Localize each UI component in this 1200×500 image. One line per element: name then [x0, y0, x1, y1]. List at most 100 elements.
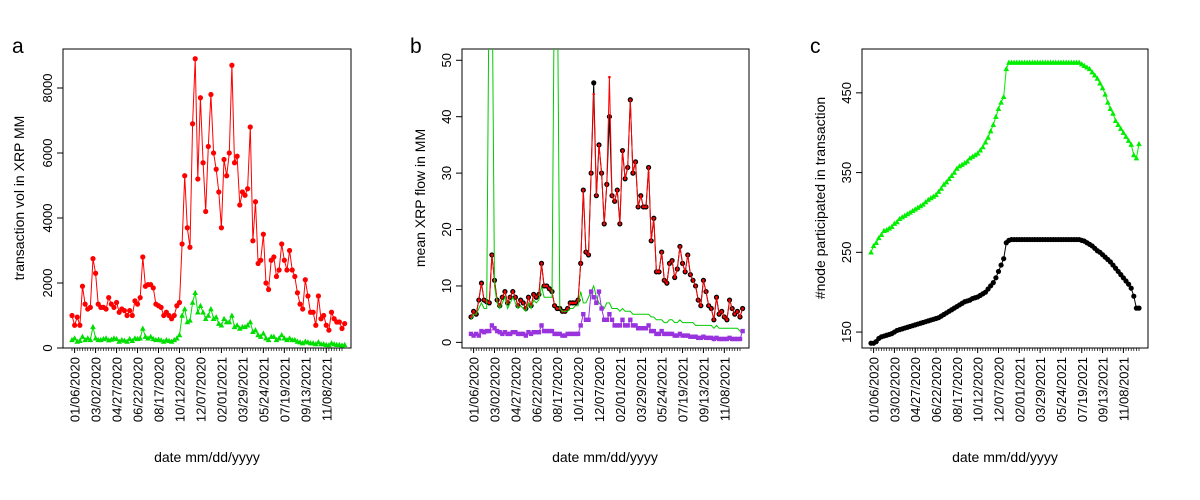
data-point-c-1	[993, 275, 999, 281]
data-point-c-0	[948, 172, 955, 178]
data-point-b-3	[484, 328, 489, 334]
data-point-b-3	[526, 330, 531, 335]
data-point-b-1	[589, 171, 593, 175]
data-point-c-0	[1086, 65, 1093, 72]
data-point-c-0	[928, 195, 934, 201]
data-point-c-1	[1125, 281, 1132, 287]
data-point-b-3	[487, 328, 492, 334]
data-point-b-1	[657, 270, 661, 274]
data-point-b-3	[729, 336, 735, 342]
x-tick-label-a: 04/27/2020	[110, 357, 125, 422]
data-point-c-0	[974, 150, 981, 156]
data-point-a-0	[72, 322, 78, 328]
data-point-b-3	[682, 333, 688, 338]
data-point-a-1	[195, 309, 201, 315]
data-point-a-0	[137, 295, 143, 301]
data-point-b-1	[720, 310, 724, 313]
data-point-b-1	[738, 315, 742, 319]
x-tick-label-c: 06/22/2020	[929, 357, 944, 422]
data-point-b-3	[628, 317, 633, 322]
data-point-b-1	[514, 295, 517, 299]
x-tick-label-c: 11/08/2021	[1116, 357, 1131, 421]
data-point-a-0	[113, 299, 120, 306]
x-tick-label-c: 01/06/2020	[867, 357, 882, 422]
data-point-a-0	[231, 160, 238, 166]
x-tick-label-c: 07/19/2021	[1075, 357, 1090, 422]
data-point-b-3	[635, 326, 641, 331]
data-point-b-1	[673, 276, 677, 279]
data-point-b-3	[714, 335, 719, 341]
x-tick-label-c: 10/12/2020	[971, 357, 986, 422]
data-point-c-0	[1130, 152, 1137, 158]
data-point-a-1	[189, 299, 196, 305]
data-point-b-1	[542, 284, 546, 288]
data-point-b-1	[610, 194, 614, 197]
data-point-b-3	[523, 333, 529, 338]
data-point-b-0	[606, 114, 613, 120]
x-tick-label-b: 12/07/2020	[592, 357, 607, 422]
data-point-a-1	[284, 336, 290, 343]
data-point-b-1	[608, 75, 611, 79]
data-point-a-0	[266, 286, 272, 293]
data-point-a-1	[184, 319, 191, 325]
data-point-a-1	[202, 315, 209, 321]
data-point-b-3	[578, 323, 583, 328]
data-point-b-1	[540, 262, 543, 265]
data-point-b-3	[471, 333, 476, 338]
data-point-c-0	[946, 175, 952, 182]
data-point-a-1	[176, 332, 183, 338]
data-point-b-3	[474, 331, 479, 337]
data-point-a-0	[103, 306, 109, 312]
data-point-c-0	[902, 212, 908, 218]
data-point-b-3	[617, 323, 623, 328]
data-point-b-1	[511, 290, 515, 293]
data-point-b-1	[534, 295, 538, 299]
data-point-b-1	[728, 298, 731, 302]
data-point-b-1	[527, 295, 530, 299]
data-point-a-0	[218, 225, 225, 231]
data-point-a-1	[90, 323, 96, 330]
data-point-b-3	[703, 335, 709, 341]
data-point-b-1	[545, 284, 549, 288]
data-point-b-1	[652, 216, 656, 220]
data-point-a-1	[236, 325, 243, 331]
x-tick-label-c: 03/29/2021	[1033, 357, 1048, 422]
data-point-a-1	[252, 327, 259, 333]
data-point-c-0	[1107, 105, 1114, 111]
data-point-b-3	[664, 331, 670, 337]
data-point-b-3	[675, 333, 680, 338]
data-point-a-1	[326, 342, 332, 348]
data-point-b-1	[707, 304, 710, 307]
data-point-c-0	[972, 152, 978, 158]
data-point-b-3	[662, 331, 667, 337]
data-point-a-0	[179, 241, 185, 247]
data-point-c-0	[1089, 69, 1095, 75]
data-point-b-3	[722, 336, 727, 342]
data-point-b-3	[521, 331, 526, 337]
data-point-b-1	[725, 318, 729, 322]
data-point-b-3	[719, 336, 724, 342]
data-point-b-1	[482, 298, 486, 302]
data-point-a-1	[257, 333, 264, 339]
x-tick-label-b: 06/22/2020	[529, 357, 544, 422]
data-point-b-3	[594, 300, 599, 306]
data-point-b-3	[620, 317, 625, 322]
data-point-c-0	[1115, 121, 1121, 127]
data-point-b-1	[626, 166, 629, 169]
data-point-b-3	[489, 323, 495, 328]
x-tick-label-b: 10/12/2020	[571, 357, 586, 422]
data-point-b-1	[631, 171, 635, 175]
data-point-b-1	[602, 222, 606, 226]
data-point-c-0	[964, 158, 971, 164]
data-point-a-0	[226, 150, 232, 156]
data-point-c-1	[998, 262, 1004, 268]
data-point-b-3	[505, 331, 510, 337]
data-point-b-1	[636, 205, 640, 209]
data-point-a-0	[192, 56, 198, 62]
data-point-a-0	[292, 273, 298, 280]
plot-frame-c	[861, 48, 1149, 349]
data-point-c-1	[1001, 256, 1007, 262]
x-tick-label-b: 02/01/2021	[613, 357, 628, 422]
data-point-b-1	[501, 295, 504, 299]
x-tick-label-a: 01/06/2020	[68, 357, 83, 422]
